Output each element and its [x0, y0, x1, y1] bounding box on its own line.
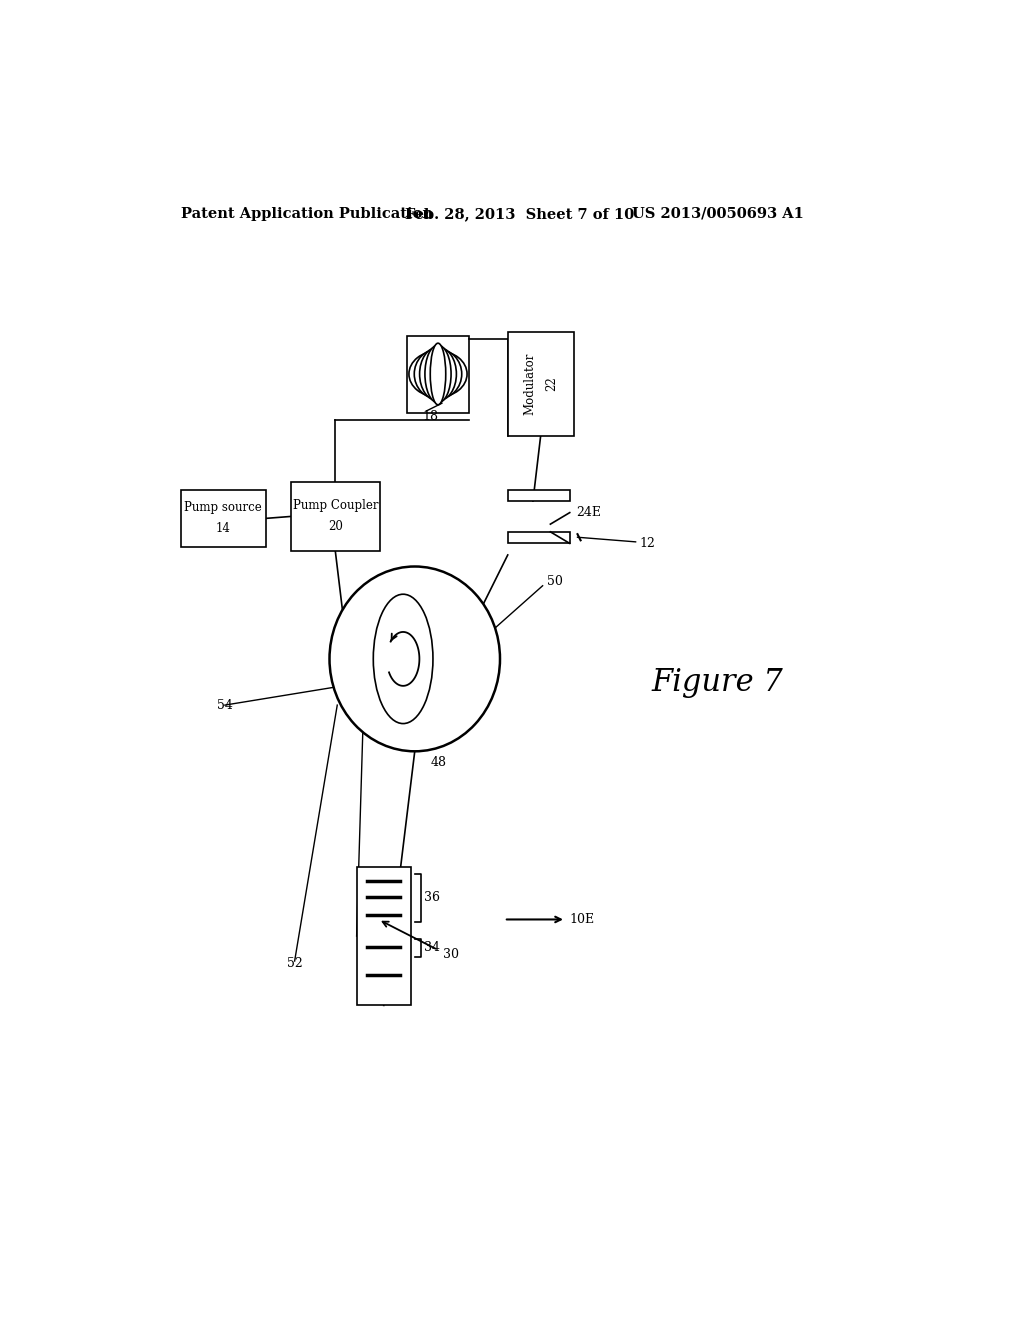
Text: Pump source
14: Pump source 14 — [184, 502, 262, 536]
Text: Modulator
22: Modulator 22 — [523, 352, 558, 414]
Bar — [356, 867, 411, 1006]
Bar — [407, 335, 469, 412]
Ellipse shape — [430, 343, 445, 405]
Bar — [508, 532, 569, 544]
Text: 12: 12 — [640, 537, 655, 550]
Ellipse shape — [425, 345, 452, 403]
Text: US 2013/0050693 A1: US 2013/0050693 A1 — [632, 207, 804, 220]
Text: 34: 34 — [424, 941, 440, 953]
Text: Pump Coupler
20: Pump Coupler 20 — [293, 499, 378, 533]
Text: 10E: 10E — [569, 913, 595, 925]
Ellipse shape — [409, 351, 467, 397]
Text: 48: 48 — [430, 756, 446, 770]
Text: 50: 50 — [547, 576, 562, 589]
Bar — [180, 490, 266, 548]
Text: Feb. 28, 2013  Sheet 7 of 10: Feb. 28, 2013 Sheet 7 of 10 — [406, 207, 635, 220]
Ellipse shape — [374, 594, 433, 723]
Ellipse shape — [420, 347, 457, 401]
Text: Patent Application Publication: Patent Application Publication — [180, 207, 433, 220]
Text: 52: 52 — [287, 957, 303, 970]
Text: 36: 36 — [424, 891, 440, 904]
Bar — [291, 482, 380, 552]
Text: 54: 54 — [217, 698, 233, 711]
Text: 30: 30 — [443, 948, 460, 961]
Bar — [508, 331, 573, 436]
Text: 24E: 24E — [575, 506, 601, 519]
Text: Figure 7: Figure 7 — [651, 667, 783, 697]
Text: 18: 18 — [423, 409, 438, 422]
Bar — [508, 490, 569, 502]
Ellipse shape — [330, 566, 500, 751]
Ellipse shape — [415, 348, 462, 399]
